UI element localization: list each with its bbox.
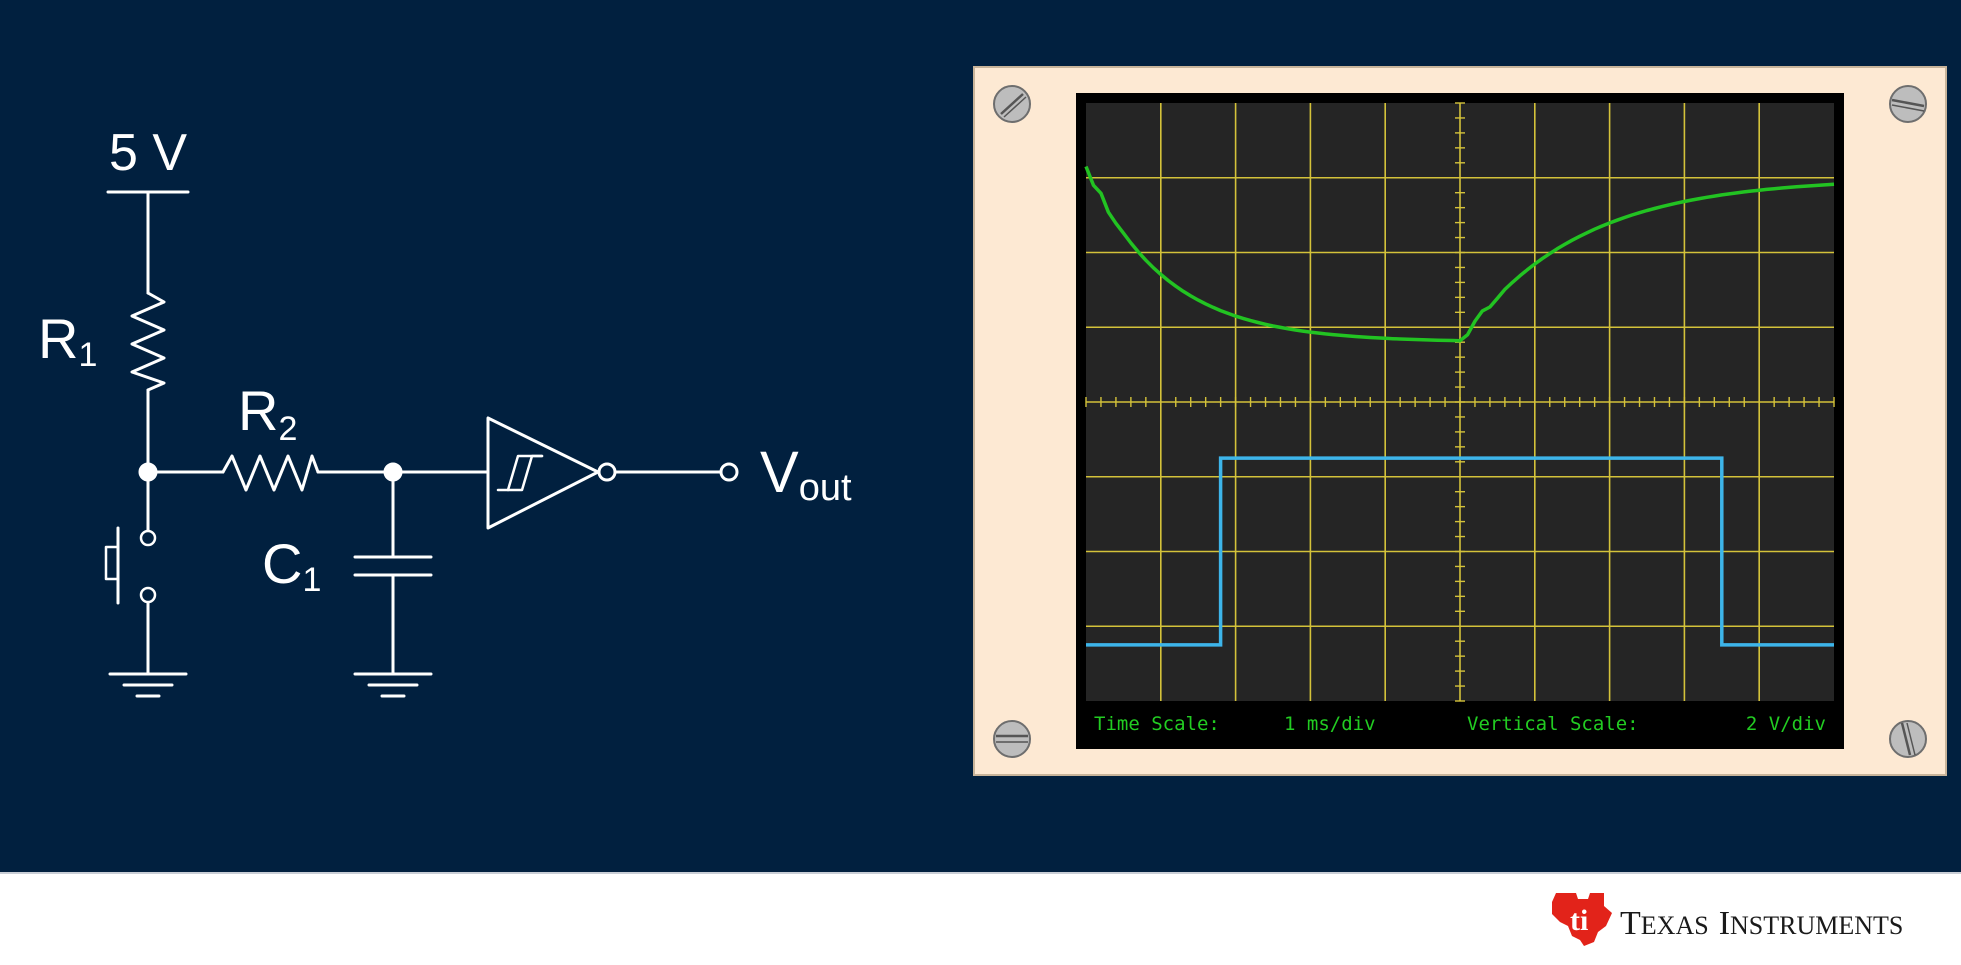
c1-label-sub: 1 xyxy=(302,561,321,599)
footer-bar xyxy=(0,872,1961,965)
ground-symbol-switch xyxy=(108,672,188,698)
vout-label-main: V xyxy=(760,440,799,505)
r2-label-main: R xyxy=(238,379,278,442)
ti-logo-t-glyph: ti xyxy=(1570,904,1588,937)
screw-icon-top-left xyxy=(993,85,1031,123)
r1-label-main: R xyxy=(38,307,78,370)
switch-contact-bottom xyxy=(139,586,157,604)
screw-icon-bottom-left xyxy=(993,720,1031,758)
vout-label-sub: out xyxy=(799,467,852,509)
ground-symbol-cap xyxy=(353,672,433,698)
r2-label-sub: 2 xyxy=(278,410,297,448)
supply-voltage-label: 5 V xyxy=(109,124,187,182)
schmitt-trigger-inverter xyxy=(486,416,600,530)
hysteresis-icon xyxy=(496,454,544,492)
vout-label: Vout xyxy=(760,440,852,509)
texas-instruments-logo: ti TEXAS INSTRUMENTS xyxy=(1552,893,1903,946)
output-voltage-trace xyxy=(1086,456,1834,647)
switch-contact-top xyxy=(139,529,157,547)
c1-label-main: C xyxy=(262,532,302,595)
oscilloscope-panel: Time Scale: 1 ms/div Vertical Scale: 2 V… xyxy=(973,66,1947,776)
r1-label: R1 xyxy=(38,307,97,374)
ti-wordmark: TEXAS INSTRUMENTS xyxy=(1620,905,1903,942)
resistor-r2 xyxy=(221,454,320,492)
junction-dot-r1 xyxy=(138,462,158,482)
screw-icon-bottom-right xyxy=(1889,720,1927,758)
inverter-output-bubble xyxy=(597,462,617,482)
r1-label-sub: 1 xyxy=(78,336,97,374)
ti-state-logo-icon xyxy=(1552,893,1612,946)
circuit-schematic xyxy=(104,190,739,698)
c1-label: C1 xyxy=(262,532,321,599)
pushbutton-cap xyxy=(104,545,120,581)
capacitor-voltage-trace xyxy=(1084,165,1835,343)
r2-label: R2 xyxy=(238,379,297,448)
resistor-r1 xyxy=(130,291,166,392)
output-terminal xyxy=(719,462,739,482)
vertical-scale-value: 2 V/div xyxy=(1746,713,1826,735)
screw-icon-top-right xyxy=(1889,85,1927,123)
junction-dot-cap xyxy=(383,462,403,482)
time-scale-label: Time Scale: xyxy=(1094,713,1220,735)
vertical-scale-label: Vertical Scale: xyxy=(1467,713,1639,735)
scope-graticule xyxy=(1085,102,1835,702)
hysteresis-icon-2 xyxy=(506,454,544,492)
time-scale-value: 1 ms/div xyxy=(1284,713,1376,735)
